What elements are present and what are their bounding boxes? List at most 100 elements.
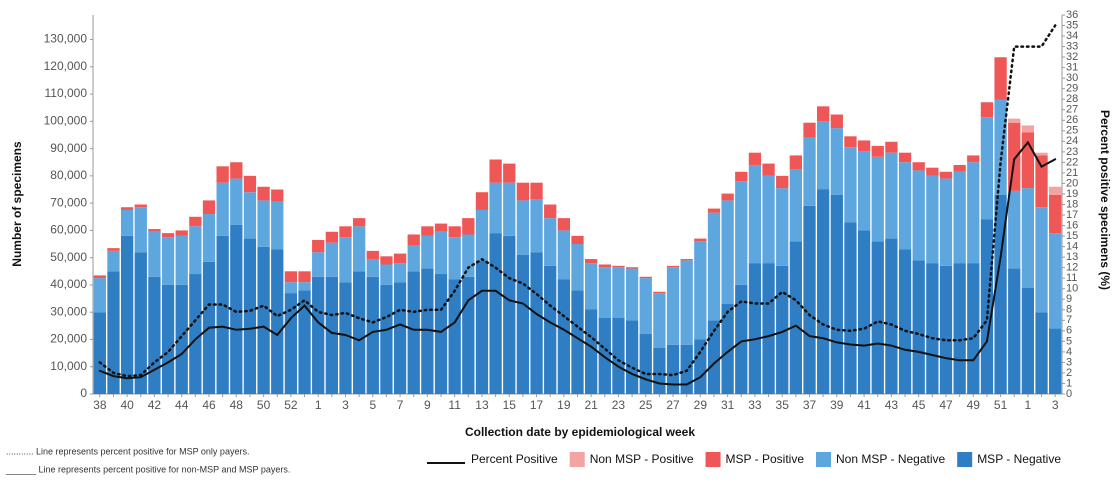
y-axis-label: Number of specimens [10,141,24,267]
bar-segment [530,252,543,394]
bar-segment [1021,125,1035,133]
bar-segment [762,263,775,394]
bar-segment [544,204,557,219]
bar-segment [462,218,475,235]
bar-segment [120,207,134,210]
legend-label: Non MSP - Positive [590,452,694,466]
bar-segment [1008,268,1021,394]
bar-segment [748,152,762,165]
x-tick-label: 44 [175,398,189,412]
y-tick-label: 10,000 [50,359,87,373]
legend-swatch [816,452,832,467]
bar-segment [366,276,379,394]
bar-segment [243,175,257,193]
x-tick-label: 27 [666,398,680,412]
bar-segment [339,237,352,283]
bar-segment [1035,312,1048,394]
bar-segment [434,274,448,394]
y2-tick-label: 34 [1066,30,1078,42]
x-tick-label: 19 [557,398,571,412]
bar-segment [475,192,489,210]
bar-segment [93,312,106,394]
bar-segment [175,230,188,236]
bar-segment [243,192,257,239]
bar-segment [557,218,570,231]
bar-segment [175,235,188,285]
bar-segment [871,241,884,394]
bar-segment [421,235,434,269]
bar-segment [216,235,229,394]
bar-segment [339,282,352,394]
percent-line [98,140,1057,386]
bar-segment [844,147,857,223]
bar-segment [571,290,584,394]
bar-segment [898,162,912,250]
y2-tick-label: 26 [1066,114,1078,126]
bar-segment [1049,328,1062,394]
y2-tick-label: 33 [1066,40,1078,52]
bar-segment [817,189,830,394]
bar-segment [134,207,147,253]
bar-segment [448,279,461,394]
bar-segment [189,226,202,275]
bar-segment [844,136,857,148]
bar-segment [530,199,543,253]
bar-segment [271,249,284,394]
bar-segment [134,204,147,208]
bar-segment [735,284,748,394]
bar-segment [421,226,434,236]
bar-segment [625,268,639,321]
bar-segment [994,57,1007,100]
bar-segment [830,194,843,394]
bar-segment [666,265,680,268]
bar-segment [1008,118,1021,123]
bar-segment [516,254,530,394]
legend-swatch [705,452,721,467]
bar-segment [776,188,789,266]
bar-segment [598,264,611,268]
y2-tick-label: 7 [1066,314,1072,326]
bar-segment [93,278,106,313]
bar-segment [694,238,707,242]
bar-segment [612,317,625,394]
x-tick-label: 39 [830,398,844,412]
bar-segment [544,265,557,394]
x-tick-label: 37 [803,398,817,412]
y2-tick-label: 16 [1066,219,1078,231]
y-tick-label: 80,000 [50,168,87,182]
bar-segment [639,278,652,335]
bar-segment [571,235,584,245]
bar-segment [1035,152,1048,156]
bar-segment [298,282,311,291]
bar-segment [312,252,325,277]
bar-segment [721,193,734,201]
bar-segment [857,151,871,231]
bar-segment [202,214,216,262]
note: ______ Line represents percent positive … [5,464,290,474]
bar-segment [352,271,366,394]
bar-segment [148,231,161,277]
bar-segment [980,117,994,220]
x-tick-label: 38 [93,398,107,412]
y2-tick-label: 31 [1066,62,1078,74]
bar-segment [475,209,489,261]
y2-tick-label: 1 [1066,377,1072,389]
y2-tick-label: 32 [1066,51,1078,63]
bar-segment [748,164,762,264]
bar-segment [857,230,871,394]
bar-segment [776,175,789,189]
x-tick-label: 1 [1025,398,1032,412]
bar-segment [393,282,407,394]
bar-segment [953,263,966,394]
y-tick-label: 60,000 [50,223,87,237]
y2-tick-label: 35 [1066,19,1078,31]
x-axis-label: Collection date by epidemiological week [465,425,695,439]
x-tick-label: 17 [530,398,544,412]
bar-segment [284,282,298,294]
bar-segment [421,268,434,394]
bar-segment [817,106,830,122]
x-tick-label: 31 [721,398,735,412]
bar-segment [653,291,666,294]
bar-segment [557,279,570,394]
y2-tick-label: 18 [1066,198,1078,210]
